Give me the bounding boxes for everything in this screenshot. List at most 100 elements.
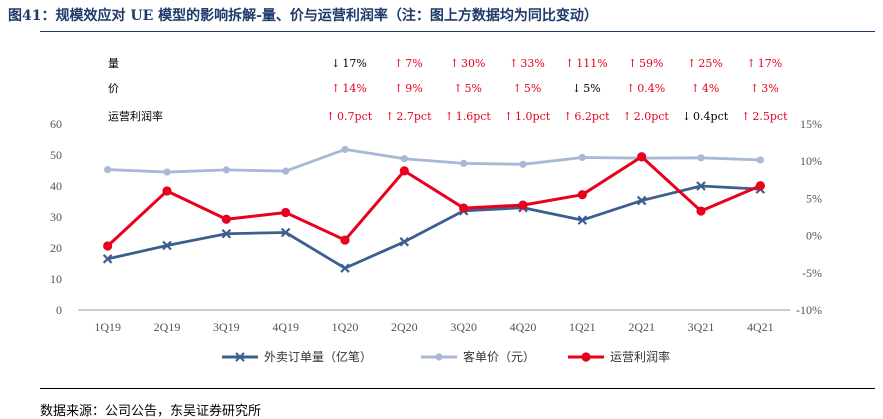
annotation-cell: ↑ 1.6pct [444, 110, 491, 123]
data-point [577, 190, 587, 200]
change-arrow: ↑ [385, 110, 394, 123]
change-arrow: ↑ [504, 110, 513, 123]
change-value: 2.0pct [634, 110, 670, 123]
data-point [578, 153, 586, 162]
legend-swatch-marker [581, 352, 591, 362]
legend-label: 外卖订单量（亿笔） [264, 349, 372, 364]
annotation-cell: ↑ 111% [565, 57, 608, 70]
annotation-cell: ↑ 25% [687, 57, 723, 70]
annotation-cell: ↓ 0.4pct [682, 110, 729, 123]
annotation-cell: ↑ 33% [509, 57, 545, 70]
annotation-cell: ↑ 7% [394, 57, 423, 70]
annotation-row-label: 量 [108, 57, 119, 70]
data-point [280, 227, 291, 238]
change-arrow: ↑ [563, 110, 572, 123]
change-value: 3% [761, 82, 778, 95]
title-rule [40, 31, 875, 32]
data-point [221, 214, 231, 224]
x-tick-label: 1Q20 [332, 320, 359, 334]
change-value: 5% [465, 82, 482, 95]
legend-swatch-marker [435, 353, 443, 361]
change-value: 17% [342, 57, 366, 70]
change-arrow: ↓ [682, 110, 691, 123]
change-arrow: ↑ [565, 57, 574, 70]
x-tick-label: 4Q20 [510, 320, 537, 334]
x-axis: 1Q19 2Q19 3Q19 4Q19 1Q20 2Q20 3Q20 4Q20 1Q21 2Q21… [94, 320, 773, 334]
change-arrow: ↑ [687, 57, 696, 70]
series-order-volume [102, 181, 766, 273]
x-tick-label: 1Q19 [94, 320, 121, 334]
change-arrow: ↑ [750, 82, 759, 95]
x-tick-label: 3Q21 [688, 320, 715, 334]
data-point [281, 207, 291, 218]
data-point [162, 186, 172, 196]
change-arrow: ↑ [628, 57, 637, 70]
y-left-tick-label: 30 [50, 210, 62, 224]
change-arrow: ↑ [453, 82, 462, 95]
change-value: 5% [583, 82, 600, 95]
annotation-cell: ↑ 30% [450, 57, 486, 70]
change-value: 59% [639, 57, 663, 70]
annotation-cell: ↑ 3% [750, 82, 779, 95]
data-point [696, 206, 706, 216]
y-axis-right: -10% -5% 0% 5% 10% 15% [796, 117, 822, 317]
y-right-tick-label: 10% [800, 154, 822, 168]
series-line-avg-order-price [107, 148, 761, 174]
change-arrow: ↑ [326, 110, 335, 123]
annotation-cell: ↑ 5% [453, 82, 482, 95]
annotation-cell: ↑ 0.4% [626, 82, 665, 95]
legend-label: 客单价（元） [463, 349, 535, 364]
data-point [340, 263, 350, 273]
data-point [282, 167, 290, 175]
annotation-cell: ↑ 14% [331, 82, 367, 95]
y-right-tick-label: -10% [796, 303, 822, 317]
source-rule [40, 388, 875, 389]
y-right-tick-label: 0% [806, 229, 822, 243]
data-point [636, 195, 647, 206]
y-right-tick-label: -5% [802, 266, 822, 280]
change-value: 7% [405, 57, 422, 70]
series-operating-margin [103, 152, 765, 251]
y-left-tick-label: 0 [56, 303, 62, 317]
annotation-cell: ↑ 2.7pct [385, 110, 432, 123]
change-value: 4% [702, 82, 719, 95]
legend-item-avg-order-price: 客单价（元） [421, 349, 535, 364]
y-right-tick-label: 5% [806, 191, 822, 205]
change-arrow: ↑ [622, 110, 631, 123]
annotation-cell: ↑ 4% [691, 82, 720, 95]
change-arrow: ↑ [691, 82, 700, 95]
y-left-tick-label: 40 [50, 179, 62, 193]
data-point [518, 200, 528, 210]
change-value: 9% [405, 82, 422, 95]
change-arrow: ↑ [513, 82, 522, 95]
legend-swatch-marker [235, 352, 245, 362]
data-point [696, 181, 706, 191]
data-point [459, 203, 469, 213]
change-arrow: ↓ [572, 82, 581, 95]
series-layer [102, 145, 766, 273]
change-arrow: ↑ [626, 82, 635, 95]
y-right-tick-label: 15% [800, 117, 822, 131]
data-point [400, 155, 408, 163]
change-value: 0.4pct [693, 110, 729, 123]
annotation-cell: ↑ 6.2pct [563, 110, 610, 123]
annotation-cell: ↑ 17% [746, 57, 782, 70]
legend-item-operating-margin: 运营利润率 [568, 349, 670, 364]
data-point [104, 165, 112, 174]
change-value: 33% [520, 57, 544, 70]
data-point [697, 154, 705, 162]
series-line-order-volume [107, 184, 761, 270]
change-value: 111% [576, 57, 607, 70]
change-arrow: ↑ [444, 110, 453, 123]
change-value: 14% [342, 82, 366, 95]
annotation-cell: ↑ 2.0pct [622, 110, 669, 123]
change-arrow: ↑ [746, 57, 755, 70]
change-arrow: ↑ [394, 82, 403, 95]
data-point [340, 235, 350, 245]
y-left-tick-label: 50 [50, 148, 62, 162]
change-value: 2.5pct [752, 110, 788, 123]
change-arrow: ↓ [331, 57, 340, 70]
data-point [756, 156, 764, 164]
annotation-rows: 量 ↓ 17% ↑ 7% ↑ 30% ↑ 33% ↑ 111% ↑ 59% ↑ 25% ↑ 17%价 ↑ 14% ↑ 9… [108, 57, 788, 123]
series-line-operating-margin [106, 155, 761, 248]
